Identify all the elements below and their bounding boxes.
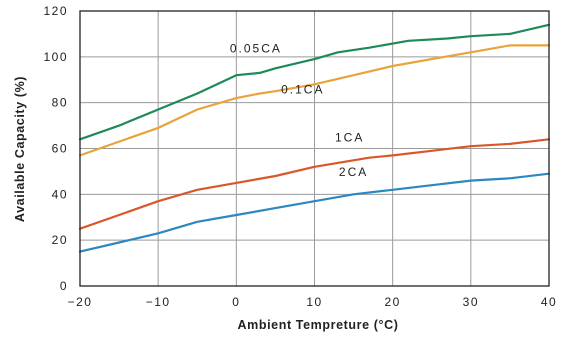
plot-frame (79, 10, 550, 287)
x-axis-title: Ambient Tempreture (°C) (238, 318, 399, 332)
y-tick-label: 100 (43, 50, 68, 64)
series-label: 0.05CA (230, 41, 282, 55)
y-axis-title: Available Capacity (%) (13, 76, 27, 222)
x-tick-label: 30 (463, 295, 479, 309)
x-tick-label: 10 (306, 295, 322, 309)
series-line-2ca (78, 172, 551, 253)
series-line-01ca (78, 44, 551, 157)
y-tick-label: 120 (43, 4, 68, 18)
series-lines (78, 23, 551, 253)
y-tick-label: 20 (52, 233, 68, 247)
series-line-1ca (78, 138, 551, 230)
x-tick-label: −10 (146, 295, 171, 309)
tick-labels: −20 −10 0 10 20 30 40 0 20 40 60 80 100 120 (43, 4, 557, 309)
y-tick-label: 80 (52, 96, 68, 110)
series-line-005ca (78, 23, 551, 141)
series-label: 2CA (339, 165, 368, 179)
x-tick-label: 40 (541, 295, 557, 309)
y-tick-label: 0 (60, 279, 68, 293)
grid (80, 11, 549, 286)
x-tick-label: 0 (232, 295, 240, 309)
y-tick-label: 40 (52, 187, 68, 201)
x-tick-label: −20 (68, 295, 93, 309)
series-label: 0.1CA (281, 83, 324, 97)
y-tick-label: 60 (52, 142, 68, 156)
series-label: 1CA (335, 131, 364, 145)
series-labels: 0.05CA 0.1CA 1CA 2CA (230, 41, 368, 179)
x-tick-label: 20 (384, 295, 400, 309)
